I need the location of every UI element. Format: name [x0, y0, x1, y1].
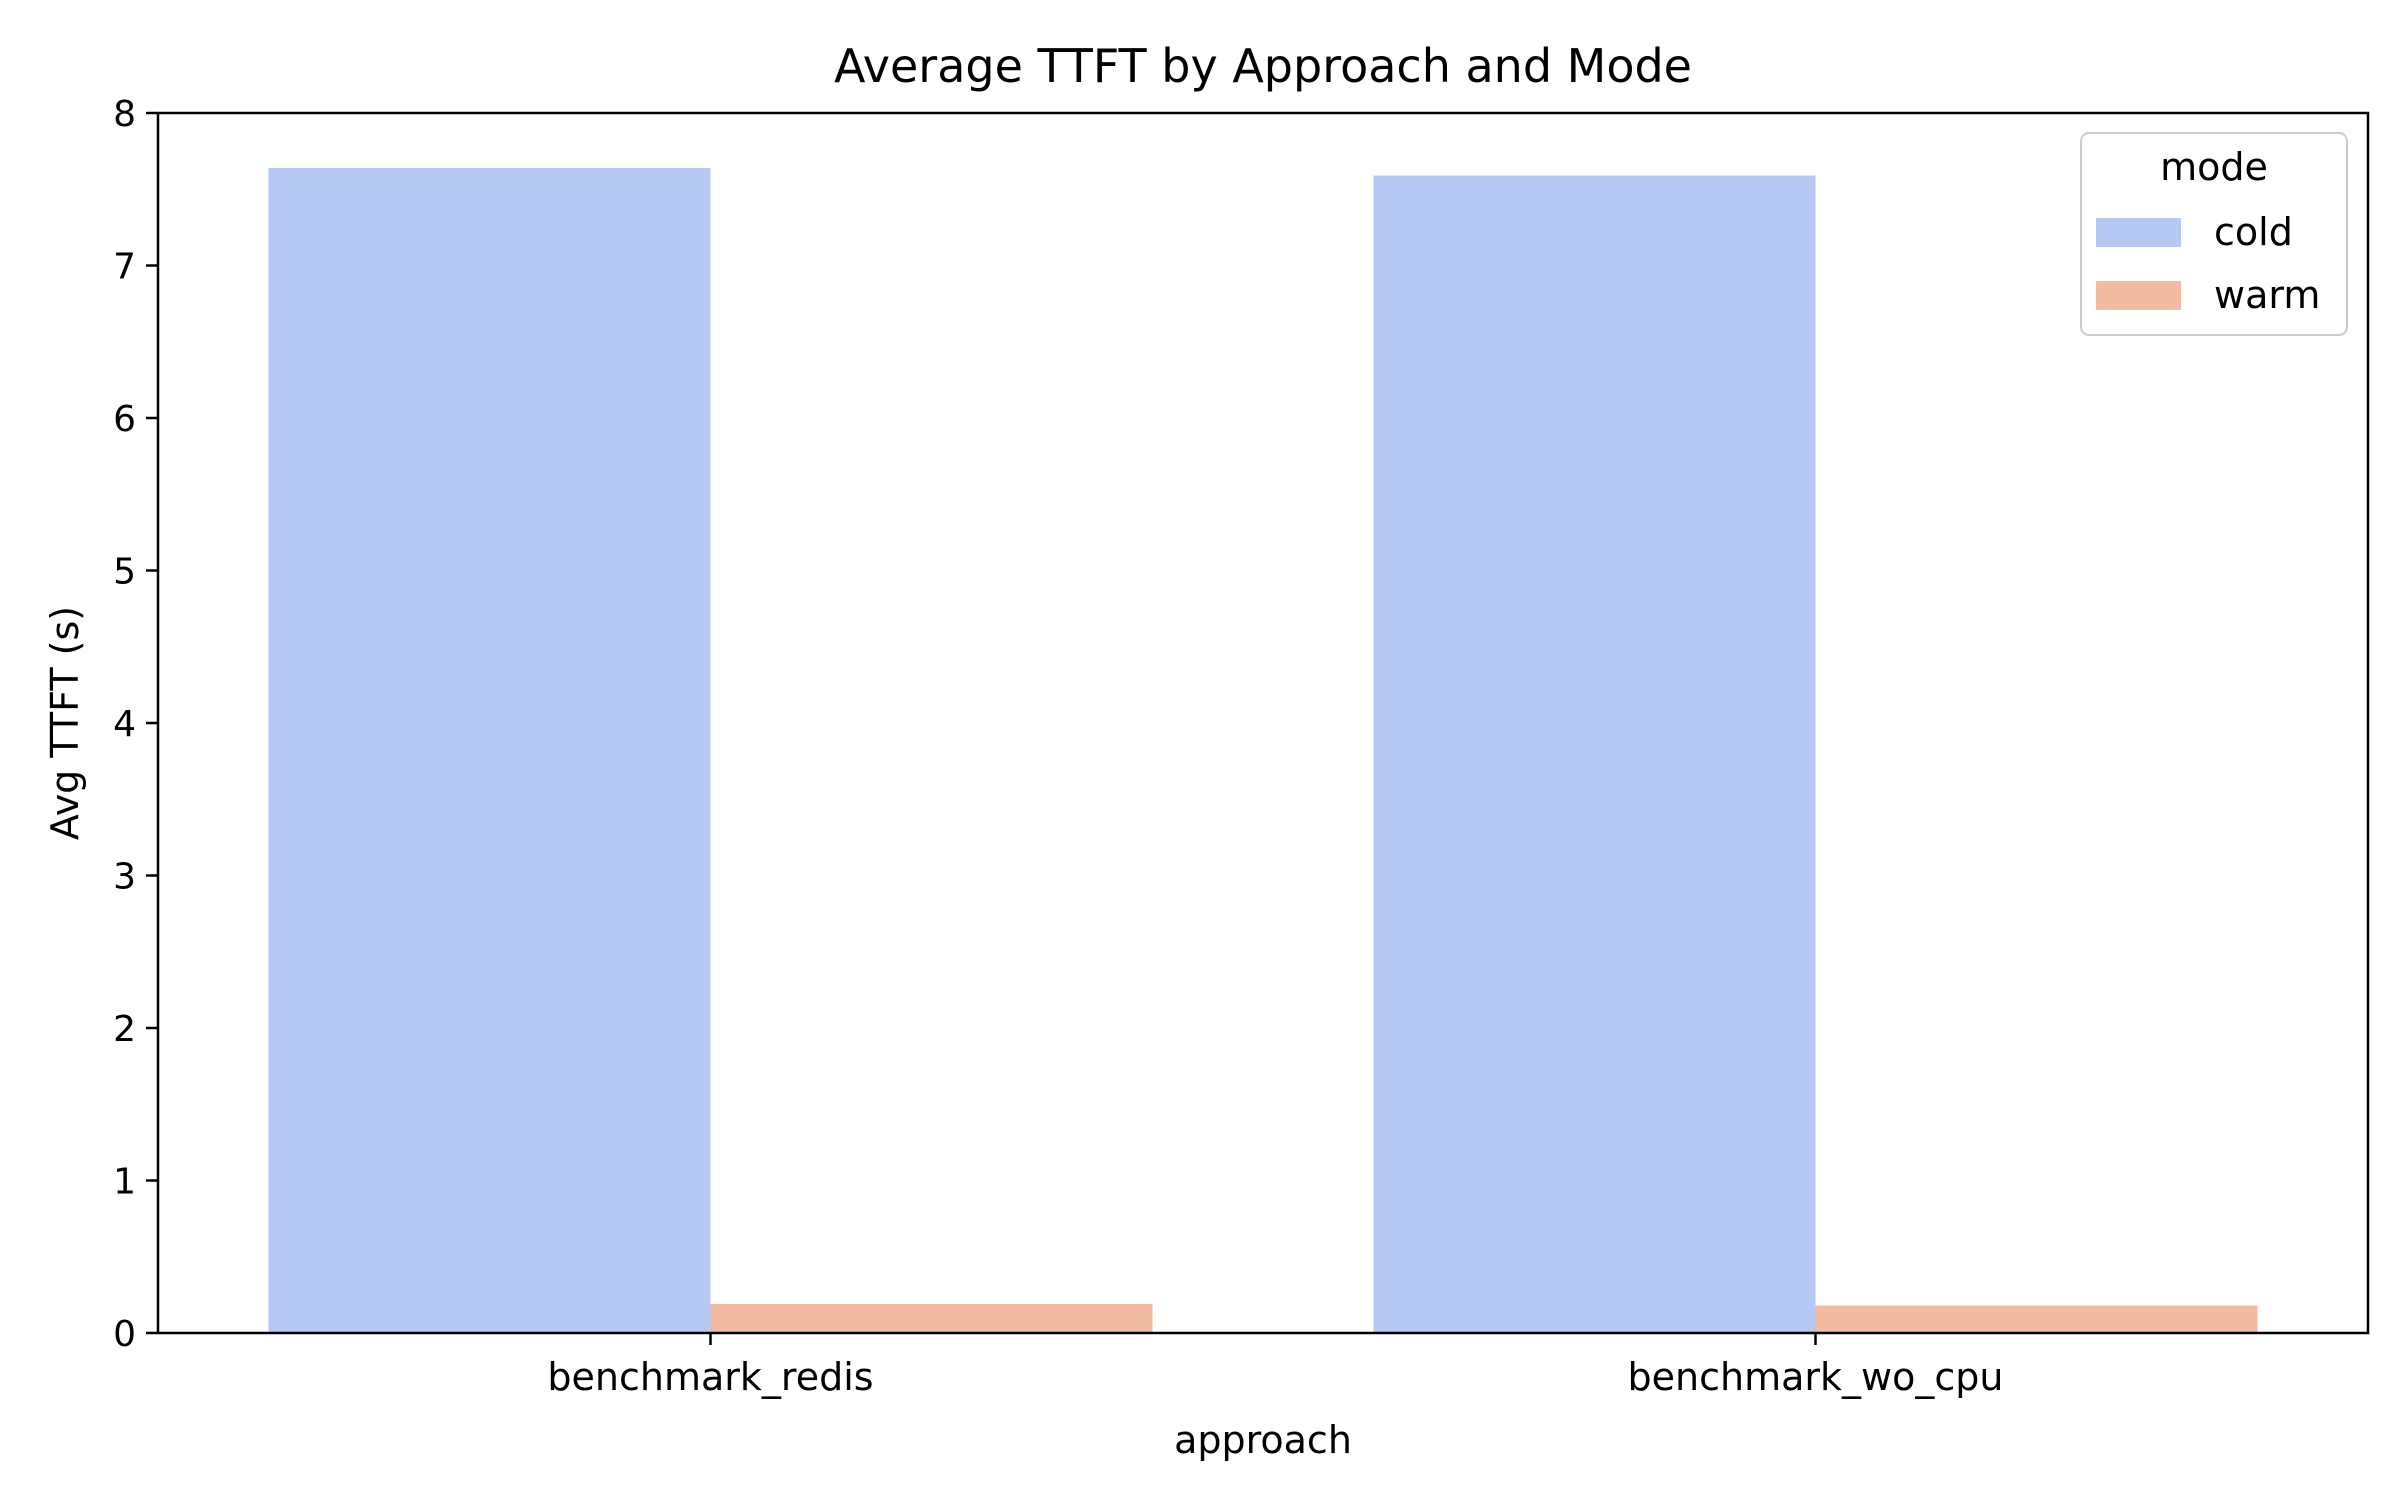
bar-benchmark-redis-cold [268, 167, 711, 1333]
legend-label-cold: cold [2214, 210, 2293, 254]
y-tick-label: 1 [113, 1162, 136, 1203]
y-tick-label: 4 [113, 704, 136, 745]
y-tick-label: 3 [113, 857, 136, 898]
bar-benchmark-redis-warm [710, 1304, 1153, 1333]
legend-swatch-warm [2096, 281, 2181, 310]
y-tick-label: 2 [113, 1009, 136, 1050]
x-axis-label: approach [1174, 1418, 1352, 1462]
legend-swatch-cold [2096, 218, 2181, 247]
legend-title: mode [2160, 145, 2268, 189]
y-axis-label: Avg TTFT (s) [43, 606, 87, 840]
y-tick-label: 5 [113, 552, 136, 593]
y-tick-label: 7 [113, 247, 136, 288]
y-tick-label: 8 [113, 94, 136, 135]
y-tick-label: 6 [113, 399, 136, 440]
bars-layer [268, 167, 2258, 1333]
x-axis: benchmark_redis benchmark_wo_cpu [547, 1333, 2003, 1399]
bar-benchmark-wo-cpu-warm [1815, 1305, 2258, 1333]
bar-benchmark-wo-cpu-cold [1373, 175, 1816, 1333]
y-tick-label: 0 [113, 1314, 136, 1355]
legend: mode cold warm [2080, 132, 2348, 336]
legend-items: cold warm [2096, 210, 2320, 317]
chart-title: Average TTFT by Approach and Mode [834, 39, 1692, 93]
x-tick-label: benchmark_wo_cpu [1628, 1355, 2004, 1399]
y-axis: 0 1 2 3 4 5 6 7 8 [113, 94, 158, 1355]
x-tick-label: benchmark_redis [547, 1355, 873, 1399]
legend-label-warm: warm [2214, 273, 2320, 317]
